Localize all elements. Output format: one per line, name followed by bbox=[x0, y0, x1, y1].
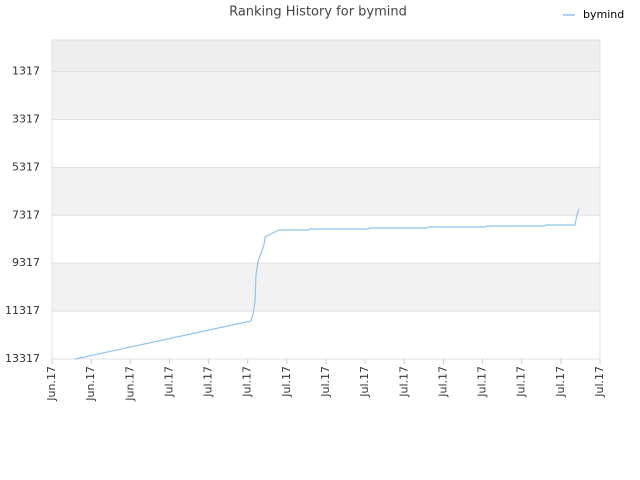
x-tick-label: Jun.17 bbox=[84, 366, 97, 402]
x-tick-label: Jul.17 bbox=[554, 366, 567, 398]
x-tick-label: Jul.17 bbox=[515, 366, 528, 398]
chart-title: Ranking History for bymind bbox=[229, 5, 407, 20]
band bbox=[52, 311, 600, 359]
y-tick-label: 5317 bbox=[12, 160, 40, 173]
band bbox=[52, 71, 600, 120]
x-tick-label: Jul.17 bbox=[202, 366, 215, 398]
x-tick-label: Jul.17 bbox=[593, 366, 606, 398]
x-tick-label: Jul.17 bbox=[162, 366, 175, 398]
x-tick-label: Jul.17 bbox=[436, 366, 449, 398]
x-tick-label: Jun.17 bbox=[123, 366, 136, 402]
x-tick-label: Jul.17 bbox=[397, 366, 410, 398]
band bbox=[52, 263, 600, 312]
x-tick-label: Jul.17 bbox=[476, 366, 489, 398]
y-tick-label: 9317 bbox=[12, 256, 40, 269]
x-tick-label: Jul.17 bbox=[280, 366, 293, 398]
x-tick-label: Jun.17 bbox=[45, 366, 58, 402]
band bbox=[52, 40, 600, 72]
band bbox=[52, 167, 600, 216]
y-tick-label: 7317 bbox=[12, 208, 40, 221]
x-tick-label: Jul.17 bbox=[319, 366, 332, 398]
band bbox=[52, 119, 600, 168]
legend-label: bymind bbox=[583, 8, 624, 21]
x-tick-label: Jul.17 bbox=[241, 366, 254, 398]
x-tick-label: Jul.17 bbox=[358, 366, 371, 398]
y-tick-label: 11317 bbox=[5, 304, 40, 317]
y-tick-label: 13317 bbox=[5, 352, 40, 365]
y-tick-label: 3317 bbox=[12, 112, 40, 125]
band bbox=[52, 215, 600, 264]
y-tick-label: 1317 bbox=[12, 65, 40, 78]
line bbox=[74, 208, 580, 360]
